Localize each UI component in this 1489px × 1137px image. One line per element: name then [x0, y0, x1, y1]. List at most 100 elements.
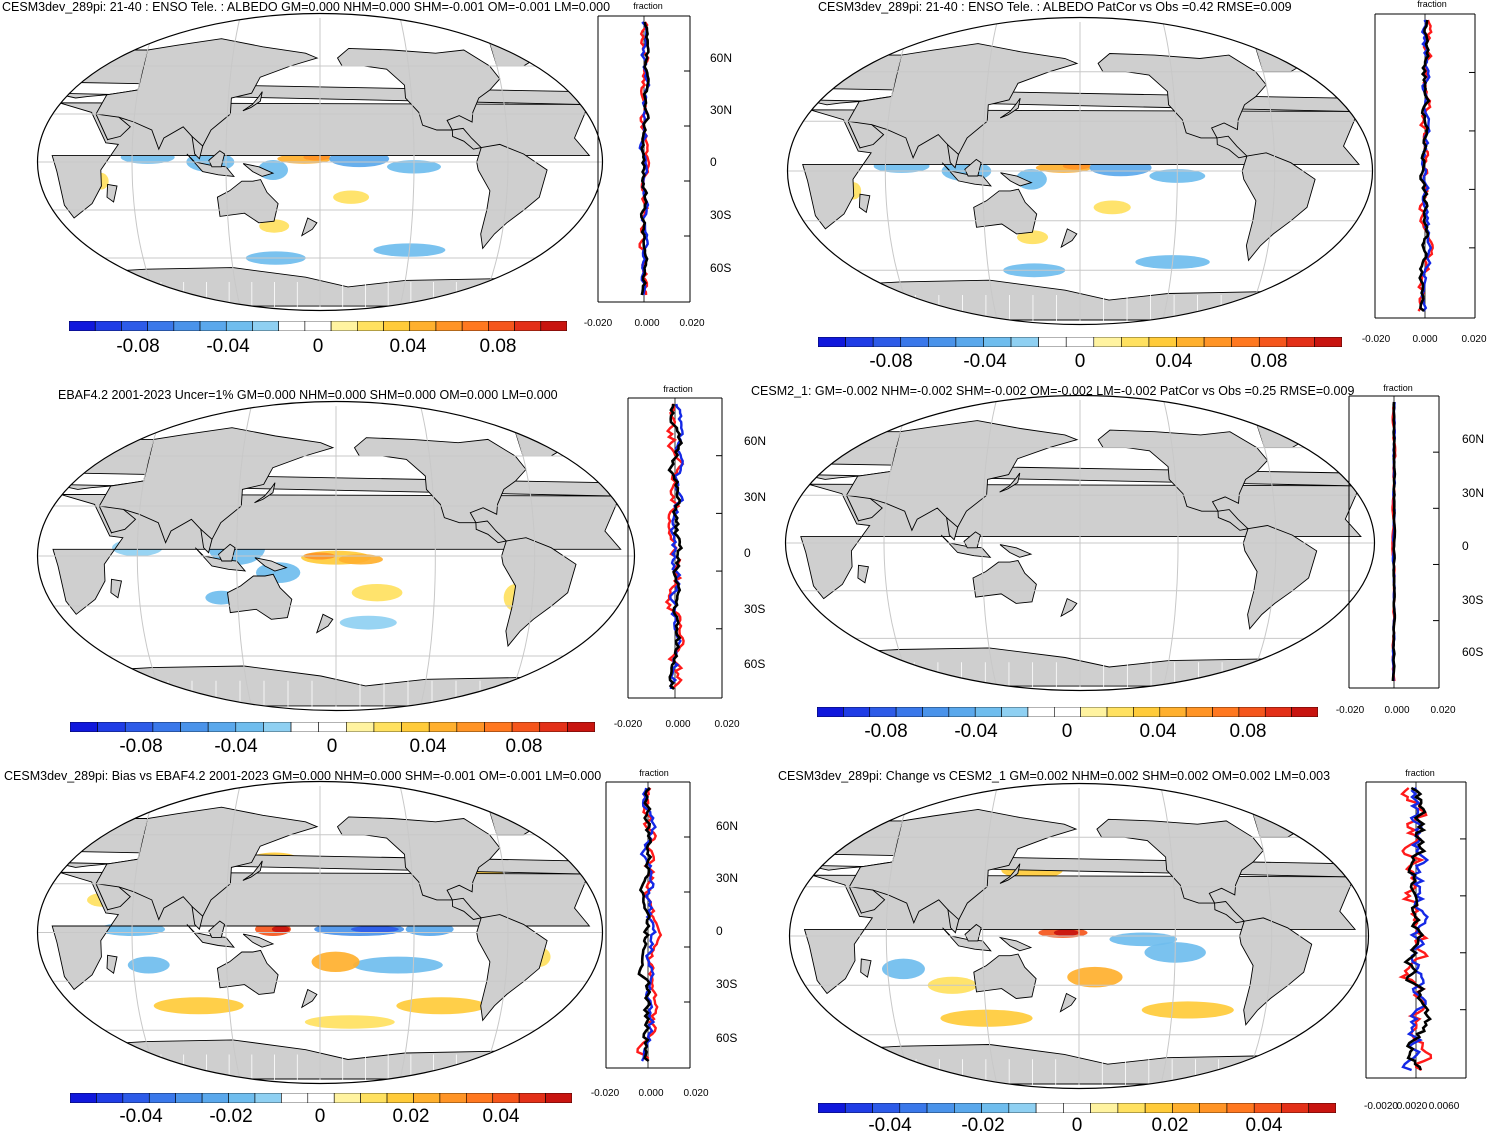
colorbar-label: 0 [312, 336, 324, 357]
land-madag [106, 183, 118, 203]
colorbar-swatch [1065, 337, 1095, 347]
anomaly-region [259, 219, 290, 233]
land-borneo [217, 543, 236, 562]
anomaly-region [1067, 966, 1123, 988]
colorbar-swatch [1080, 707, 1108, 717]
side-xtick: -0.020 [1335, 705, 1365, 716]
colorbar-swatch [872, 1103, 901, 1113]
land-aus [216, 949, 279, 995]
colorbar-swatch [1264, 707, 1292, 717]
lat-label: 60S [710, 261, 732, 275]
land-aus [227, 573, 293, 620]
colorbar-swatch [1121, 337, 1150, 347]
colorbar-swatch [981, 1103, 1010, 1113]
red-zonal-line [636, 787, 663, 1062]
anomaly-region [881, 958, 925, 980]
meridian [236, 405, 252, 707]
colorbar-swatch [461, 321, 489, 331]
colorbar-swatch [201, 1093, 229, 1103]
colorbar-swatch [817, 707, 844, 717]
black-zonal-line [637, 787, 653, 1063]
colorbar-swatch [69, 321, 96, 331]
side-xtick: -0.0020 [1364, 1101, 1398, 1112]
zonal-mean-plot [597, 15, 691, 303]
colorbar-label: 0 [1071, 1115, 1083, 1136]
meridian [479, 785, 509, 1080]
colorbar-label: 0.02 [1151, 1115, 1189, 1136]
map-border [784, 394, 1376, 692]
colorbar-swatch [1308, 1103, 1336, 1113]
black-zonal-line [639, 21, 650, 296]
side-xtick: 0.000 [1384, 705, 1410, 716]
meridian [883, 399, 914, 687]
land-nz [300, 217, 318, 237]
colorbar-label: 0.08 [479, 336, 517, 357]
side-xtick: 0.000 [634, 318, 660, 329]
panel-title: CESM3dev_289pi: 21-40 : ENSO Tele. : ALB… [2, 0, 611, 14]
land-ng [998, 936, 1033, 952]
meridian [479, 17, 509, 307]
land-indo [194, 547, 247, 572]
anomaly-region [351, 583, 403, 602]
colorbar-swatch [1027, 707, 1055, 717]
colorbar-label: 0.08 [1250, 351, 1288, 372]
meridian [504, 405, 536, 707]
anomaly-region [1053, 929, 1079, 937]
colorbar-label: -0.02 [209, 1106, 253, 1127]
colorbar-swatch [70, 722, 98, 732]
colorbar-label: 0 [1074, 351, 1086, 372]
land-green [1253, 412, 1321, 449]
colorbar-label: -0.04 [868, 1115, 912, 1136]
colorbar [69, 321, 567, 331]
map-border [36, 780, 604, 1085]
colorbar-swatch [1286, 337, 1315, 347]
colorbar-swatch [330, 321, 358, 331]
land-ca [1216, 135, 1248, 159]
colorbar-swatch [1199, 1103, 1228, 1113]
anomaly-region [352, 956, 443, 974]
colorbar [70, 1093, 572, 1103]
colorbar-swatch [435, 321, 463, 331]
lat-label: 30S [744, 602, 766, 616]
colorbar-swatch [900, 337, 929, 347]
colorbar-swatch [1038, 337, 1067, 347]
land-ca [451, 897, 483, 920]
side-title: fraction [639, 768, 669, 778]
land-nz [1060, 597, 1078, 618]
land-green [1249, 800, 1316, 838]
colorbar-label: -0.08 [869, 351, 913, 372]
land-green [486, 798, 551, 836]
colorbar-label: -0.04 [963, 351, 1007, 372]
colorbar-swatch [872, 337, 902, 347]
colorbar-swatch [228, 1093, 256, 1103]
zonal-mean-plot [1348, 395, 1440, 689]
side-xtick: -0.020 [1361, 334, 1391, 345]
colorbar-swatch [974, 707, 1002, 717]
colorbar-swatch [304, 321, 332, 331]
colorbar-swatch [1148, 337, 1177, 347]
colorbar-swatch [545, 1093, 572, 1103]
colorbar-swatch [180, 722, 209, 732]
colorbar-swatch [1203, 337, 1232, 347]
colorbar-swatch [844, 1103, 873, 1113]
colorbar-swatch [1226, 1103, 1255, 1113]
colorbar-swatch [290, 722, 319, 732]
colorbar-swatch [1010, 337, 1039, 347]
land-indo [940, 534, 992, 558]
colorbar-swatch [1176, 337, 1205, 347]
colorbar-swatch [955, 337, 984, 347]
colorbar-swatch [252, 321, 279, 331]
colorbar-swatch [173, 321, 201, 331]
colorbar-swatch [1314, 337, 1342, 347]
colorbar-swatch [922, 707, 950, 717]
lat-label: 30N [1462, 486, 1485, 500]
colorbar-label: -0.04 [214, 736, 258, 757]
colorbar [818, 337, 1342, 347]
meridian [131, 785, 161, 1080]
anomaly-region [304, 1015, 395, 1029]
panel-title: CESM2_1: GM=-0.002 NHM=-0.002 SHM=-0.002… [751, 384, 1355, 398]
colorbar-label: 0.04 [1139, 721, 1177, 742]
side-xtick: -0.020 [590, 1088, 620, 1099]
colorbar-swatch [895, 707, 923, 717]
colorbar-label: 0.08 [505, 736, 543, 757]
